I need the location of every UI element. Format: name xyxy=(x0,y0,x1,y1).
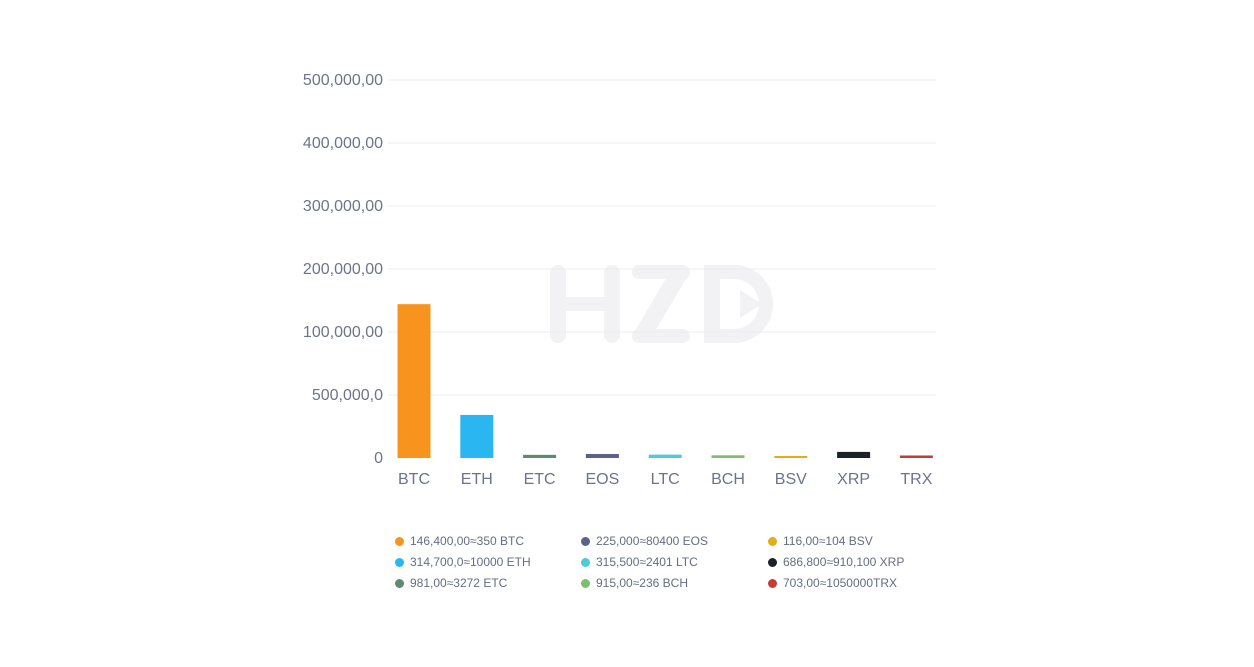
bar-eos[interactable] xyxy=(585,454,619,458)
legend-item[interactable]: 315,500≈2401 LTC xyxy=(581,555,698,569)
legend-item[interactable]: 915,00≈236 BCH xyxy=(581,576,688,590)
y-tick-label: 0 xyxy=(374,450,383,467)
y-tick-label: 200,000,00 xyxy=(303,261,383,278)
bar-xrp[interactable] xyxy=(837,451,871,458)
legend-item[interactable]: 686,800≈910,100 XRP xyxy=(768,555,904,569)
legend-label: 981,00≈3272 ETC xyxy=(410,576,508,590)
legend-label: 315,500≈2401 LTC xyxy=(596,555,698,569)
legend-label: 314,700,0≈10000 ETH xyxy=(410,555,531,569)
x-tick-label: LTC xyxy=(651,471,680,488)
legend-swatch xyxy=(768,557,777,567)
legend-label: 686,800≈910,100 XRP xyxy=(783,555,905,569)
legend-label: 146,400,00≈350 BTC xyxy=(410,534,524,548)
watermark-logo xyxy=(550,265,773,343)
y-tick-label: 400,000,00 xyxy=(303,135,383,152)
legend-swatch xyxy=(581,557,590,567)
legend-swatch xyxy=(395,578,404,588)
legend-label: 116,00≈104 BSV xyxy=(783,534,873,548)
legend-swatch xyxy=(581,536,590,546)
legend-label: 703,00≈1050000TRX xyxy=(783,576,898,590)
legend-item[interactable]: 703,00≈1050000TRX xyxy=(768,576,897,590)
x-tick-label: ETH xyxy=(461,471,493,488)
legend-item[interactable]: 146,400,00≈350 BTC xyxy=(395,534,524,548)
bar-trx[interactable] xyxy=(899,455,933,458)
legend-swatch xyxy=(395,557,404,567)
legend-item[interactable]: 314,700,0≈10000 ETH xyxy=(395,555,531,569)
x-tick-label: BSV xyxy=(775,471,807,488)
bar-ltc[interactable] xyxy=(648,454,682,458)
x-tick-label: TRX xyxy=(900,471,932,488)
legend-label: 915,00≈236 BCH xyxy=(596,576,688,590)
bar-bch[interactable] xyxy=(711,455,745,458)
x-tick-label: ETC xyxy=(524,471,556,488)
legend-swatch xyxy=(581,578,590,588)
y-tick-label: 100,000,00 xyxy=(303,324,383,341)
bar-bsv[interactable] xyxy=(774,456,808,458)
y-tick-label: 300,000,00 xyxy=(303,198,383,215)
legend-swatch xyxy=(768,578,777,588)
x-tick-label: BTC xyxy=(398,471,430,488)
legend-item[interactable]: 116,00≈104 BSV xyxy=(768,534,873,548)
bar-eth[interactable] xyxy=(460,414,494,458)
legend-swatch xyxy=(768,536,777,546)
bar-btc[interactable] xyxy=(397,304,431,458)
legend-item[interactable]: 981,00≈3272 ETC xyxy=(395,576,507,590)
x-tick-label: XRP xyxy=(837,471,870,488)
legend-swatch xyxy=(395,536,404,546)
y-tick-label: 500,000,0 xyxy=(312,387,383,404)
x-tick-label: EOS xyxy=(586,471,620,488)
y-tick-label: 500,000,00 xyxy=(303,72,383,89)
legend-label: 225,000≈80400 EOS xyxy=(596,534,709,548)
chart-legend: 146,400,00≈350 BTC 314,700,0≈10000 ETH 981… xyxy=(395,534,955,600)
legend-item[interactable]: 225,000≈80400 EOS xyxy=(581,534,708,548)
bar-etc[interactable] xyxy=(523,454,557,458)
x-tick-label: BCH xyxy=(711,471,745,488)
